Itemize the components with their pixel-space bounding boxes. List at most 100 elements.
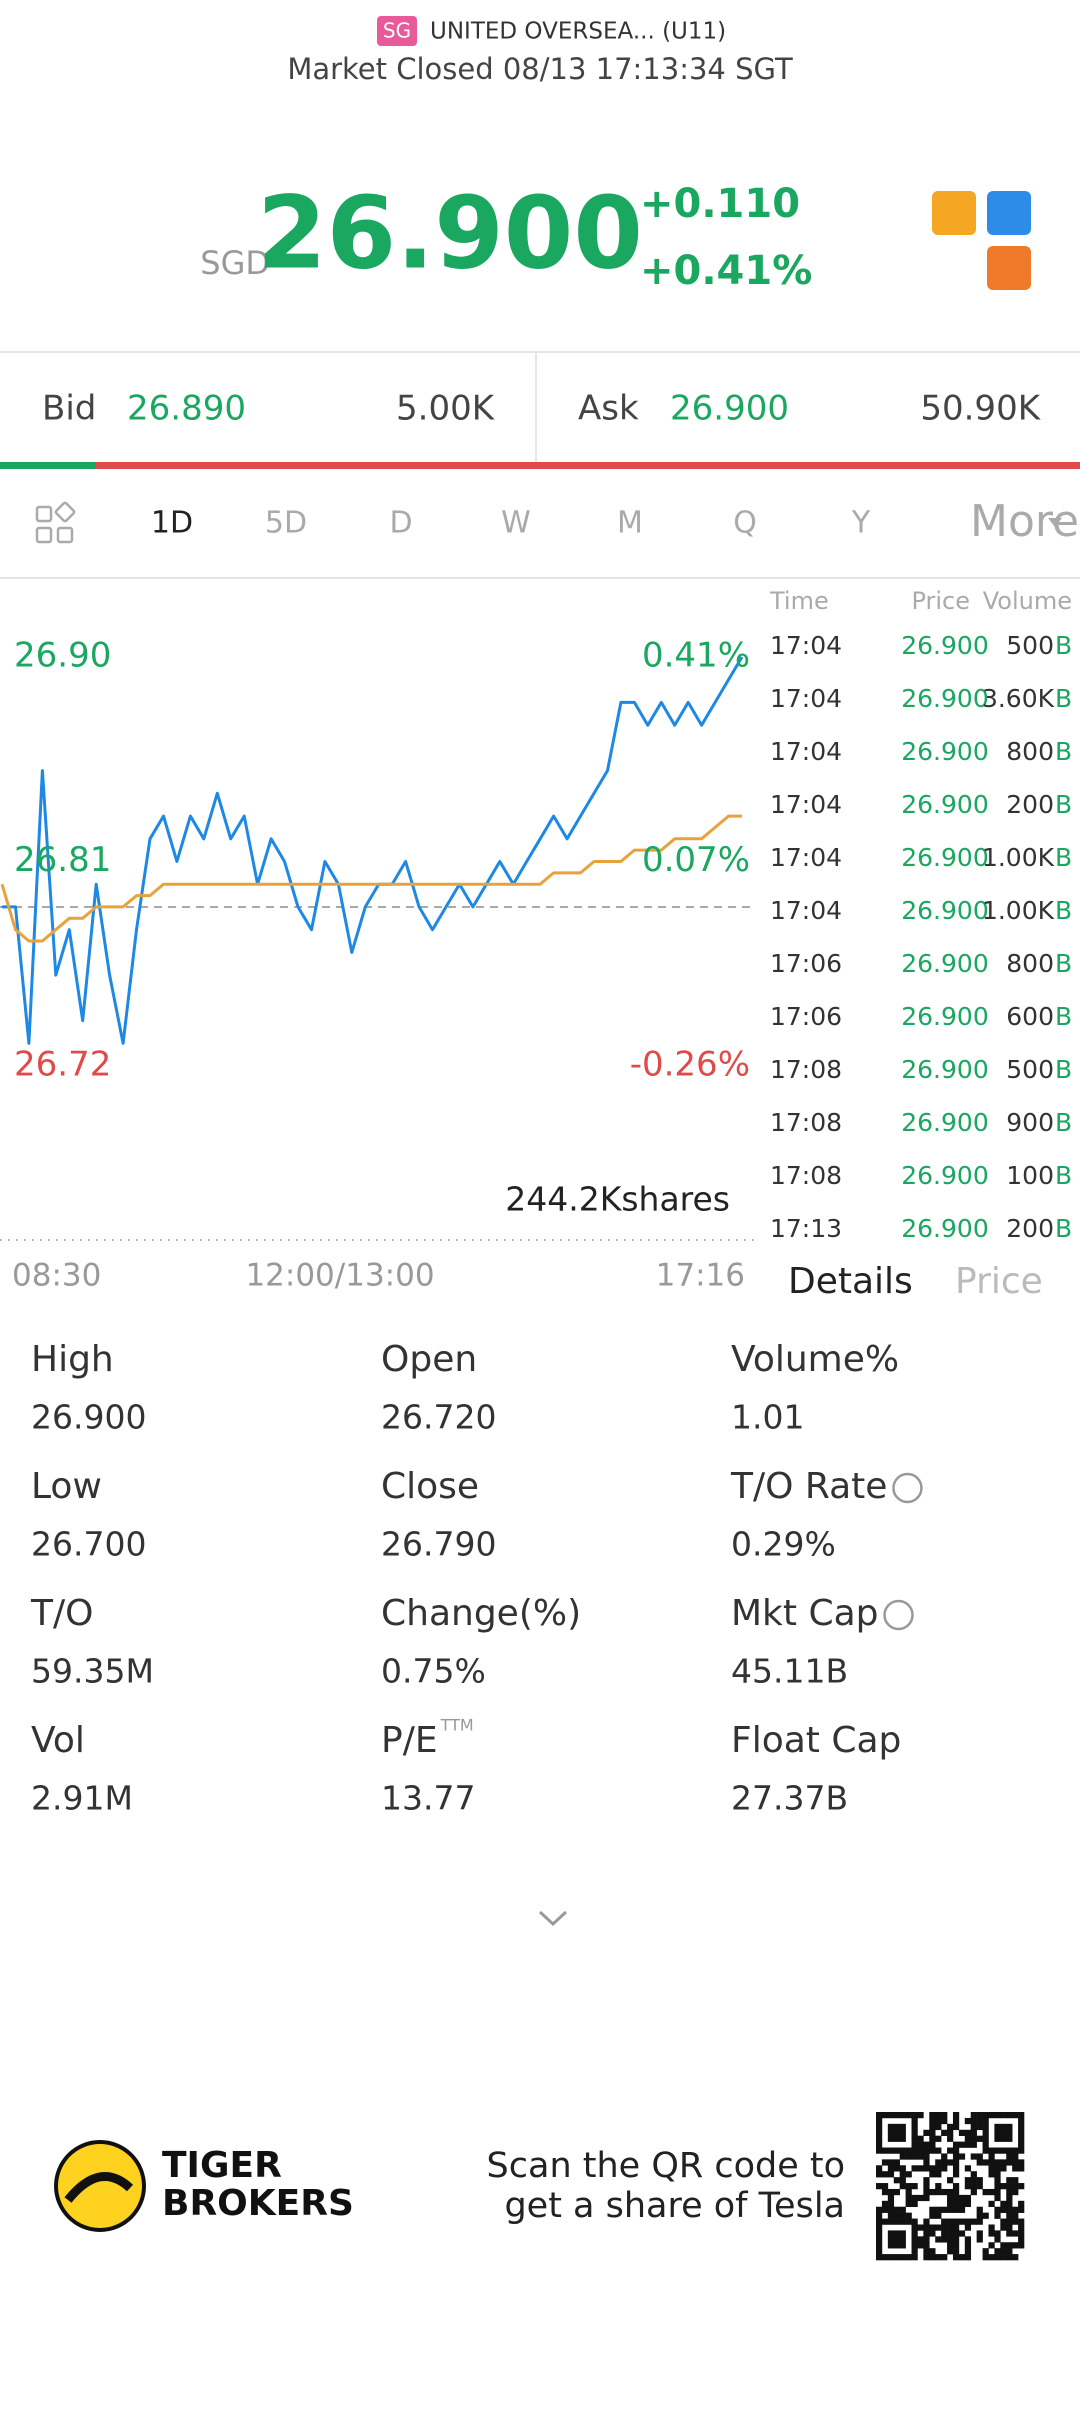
qr-module — [1006, 2200, 1013, 2208]
qr-module — [952, 2206, 960, 2213]
qr-module — [917, 2224, 924, 2231]
qr-module — [941, 2112, 948, 2119]
qr-module — [881, 2159, 889, 2166]
qr-module — [1006, 2188, 1013, 2196]
trade-side: B — [1055, 896, 1072, 925]
qr-module — [893, 2177, 900, 2184]
layout-icon[interactable] — [35, 501, 76, 544]
qr-module — [964, 2218, 972, 2225]
qr-module — [887, 2206, 895, 2213]
qr-module — [911, 2112, 918, 2119]
qr-module — [994, 2206, 1001, 2213]
qr-module — [994, 2171, 1001, 2178]
qr-module — [1006, 2177, 1013, 2184]
qr-module — [893, 2254, 900, 2261]
qr-module — [876, 2212, 883, 2219]
qr-module — [1006, 2242, 1013, 2249]
icon-flash[interactable] — [987, 191, 1031, 235]
qr-module — [893, 2112, 900, 2119]
trade-time: 17:08 — [770, 1161, 842, 1190]
qr-module — [893, 2242, 900, 2249]
qr-module — [941, 2129, 948, 2136]
qr-module — [929, 2248, 936, 2255]
qr-module — [952, 2183, 960, 2190]
qr-module — [976, 2206, 983, 2213]
qr-module — [982, 2141, 989, 2148]
qr-module — [876, 2206, 883, 2213]
qr-module — [1000, 2165, 1007, 2172]
stock-title[interactable]: UNITED OVERSEA... (U11) — [430, 19, 726, 45]
detail-tab[interactable]: Price — [955, 1261, 1043, 1302]
period-tab[interactable]: 5D — [265, 506, 307, 541]
qr-module — [1012, 2212, 1019, 2219]
qr-module — [970, 2135, 977, 2142]
icon-dollar[interactable] — [932, 191, 976, 235]
qr-module — [923, 2177, 930, 2184]
qr-module — [982, 2129, 989, 2136]
qr-module — [970, 2141, 977, 2148]
badge: SG — [383, 19, 411, 43]
qr-module — [935, 2212, 942, 2219]
stat-label: Low — [31, 1466, 102, 1507]
period-tab[interactable]: Y — [851, 506, 871, 541]
qr-module — [876, 2117, 883, 2125]
period-tab[interactable]: D — [389, 506, 412, 541]
qr-module — [1006, 2212, 1013, 2219]
qr-module — [970, 2153, 977, 2160]
bid-label: Bid — [42, 389, 96, 429]
tiger-logo — [54, 2140, 146, 2232]
period-tab[interactable]: Q — [733, 506, 757, 541]
qr-module — [911, 2165, 918, 2172]
detail-tab[interactable]: Details — [788, 1261, 913, 1302]
more-arrow[interactable] — [1048, 518, 1062, 527]
qr-module — [887, 2254, 895, 2261]
qr-module — [887, 2212, 895, 2219]
qr-module — [1012, 2183, 1019, 2190]
qr-module — [941, 2236, 948, 2243]
period-tab[interactable]: W — [501, 506, 531, 541]
qr-module — [1018, 2112, 1025, 2119]
stat-label: Open — [381, 1339, 477, 1380]
qr-module — [970, 2112, 977, 2119]
qr-module — [1006, 2183, 1013, 2190]
badge-bg — [377, 16, 417, 46]
trade-time: 17:04 — [770, 737, 842, 766]
qr-module — [917, 2135, 924, 2142]
qr-module — [893, 2230, 900, 2237]
qr-module — [1000, 2218, 1007, 2225]
qr-module — [935, 2254, 942, 2261]
qr-module — [929, 2129, 936, 2136]
qr-module — [911, 2135, 918, 2142]
qr-module — [988, 2188, 995, 2196]
trade-time: 17:08 — [770, 1055, 842, 1084]
expand-chevron[interactable] — [538, 1910, 568, 1927]
qr-module — [1000, 2147, 1007, 2154]
stat-value: 26.700 — [31, 1525, 146, 1564]
qr-module — [1012, 2188, 1019, 2196]
icon-option[interactable] — [987, 246, 1031, 290]
qr-module — [952, 2224, 960, 2231]
period-tab[interactable]: 1D — [151, 506, 193, 541]
qr-module — [988, 2200, 995, 2208]
period-tab[interactable]: More — [970, 496, 1079, 547]
qr-module — [887, 2135, 895, 2142]
qr-module — [970, 2188, 977, 2196]
stat-label: Mkt Cap — [731, 1593, 879, 1634]
qr-module — [958, 2230, 966, 2237]
qr-module — [923, 2165, 930, 2172]
qr-module — [941, 2153, 948, 2160]
qr-module — [929, 2212, 936, 2219]
info-icon[interactable] — [883, 1599, 914, 1631]
info-icon[interactable] — [892, 1472, 923, 1504]
stat-label: Change(%) — [381, 1593, 581, 1634]
qr-module — [899, 2242, 906, 2249]
qr-module — [1000, 2200, 1007, 2208]
qr-module — [929, 2206, 936, 2213]
qr-module — [935, 2224, 942, 2231]
qr-module — [899, 2153, 906, 2160]
qr-module — [952, 2236, 960, 2243]
period-tab[interactable]: M — [617, 506, 643, 541]
qr-module — [887, 2129, 895, 2136]
qr-module — [1018, 2141, 1025, 2148]
qr-module — [876, 2242, 883, 2249]
